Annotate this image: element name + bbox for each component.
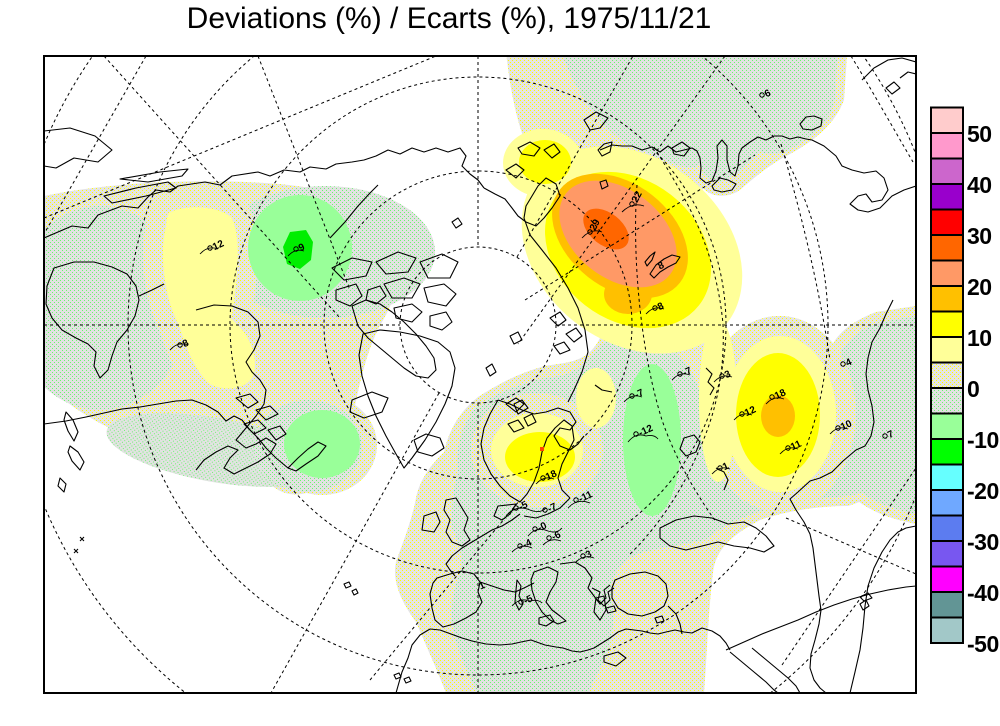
svg-text:Deviations (%) / Ecarts (%), 1: Deviations (%) / Ecarts (%), 1975/11/21 [187, 2, 712, 35]
svg-text:-30: -30 [967, 529, 999, 555]
svg-text:7: 7 [886, 429, 896, 442]
svg-text:-10: -10 [967, 427, 999, 453]
svg-text:8: 8 [181, 338, 191, 351]
svg-text:12: 12 [211, 238, 226, 253]
svg-text:10: 10 [967, 325, 992, 351]
svg-text:18: 18 [544, 468, 559, 483]
svg-text:0: 0 [967, 376, 979, 402]
svg-text:-20: -20 [967, 478, 999, 504]
svg-text:50: 50 [967, 121, 992, 147]
svg-text:3: 3 [723, 369, 733, 382]
svg-text:1: 1 [721, 461, 731, 474]
svg-text:6: 6 [763, 88, 773, 101]
svg-text:9: 9 [297, 242, 307, 255]
svg-text:29: 29 [588, 217, 603, 232]
svg-text:-11: -11 [577, 489, 595, 505]
svg-text:20: 20 [967, 274, 992, 300]
svg-text:3: 3 [584, 549, 594, 562]
svg-text:18: 18 [773, 387, 788, 402]
svg-text:11: 11 [789, 438, 804, 453]
svg-text:-40: -40 [967, 580, 999, 606]
svg-text:30: 30 [967, 223, 992, 249]
svg-text:40: 40 [967, 172, 992, 198]
svg-text:8: 8 [656, 301, 666, 314]
svg-text:4: 4 [844, 357, 854, 370]
svg-text:8: 8 [656, 260, 666, 273]
svg-text:-50: -50 [967, 631, 999, 657]
svg-text:22: 22 [630, 189, 645, 204]
svg-text:1: 1 [477, 580, 487, 593]
svg-text:10: 10 [839, 418, 854, 433]
svg-text:12: 12 [743, 404, 758, 419]
